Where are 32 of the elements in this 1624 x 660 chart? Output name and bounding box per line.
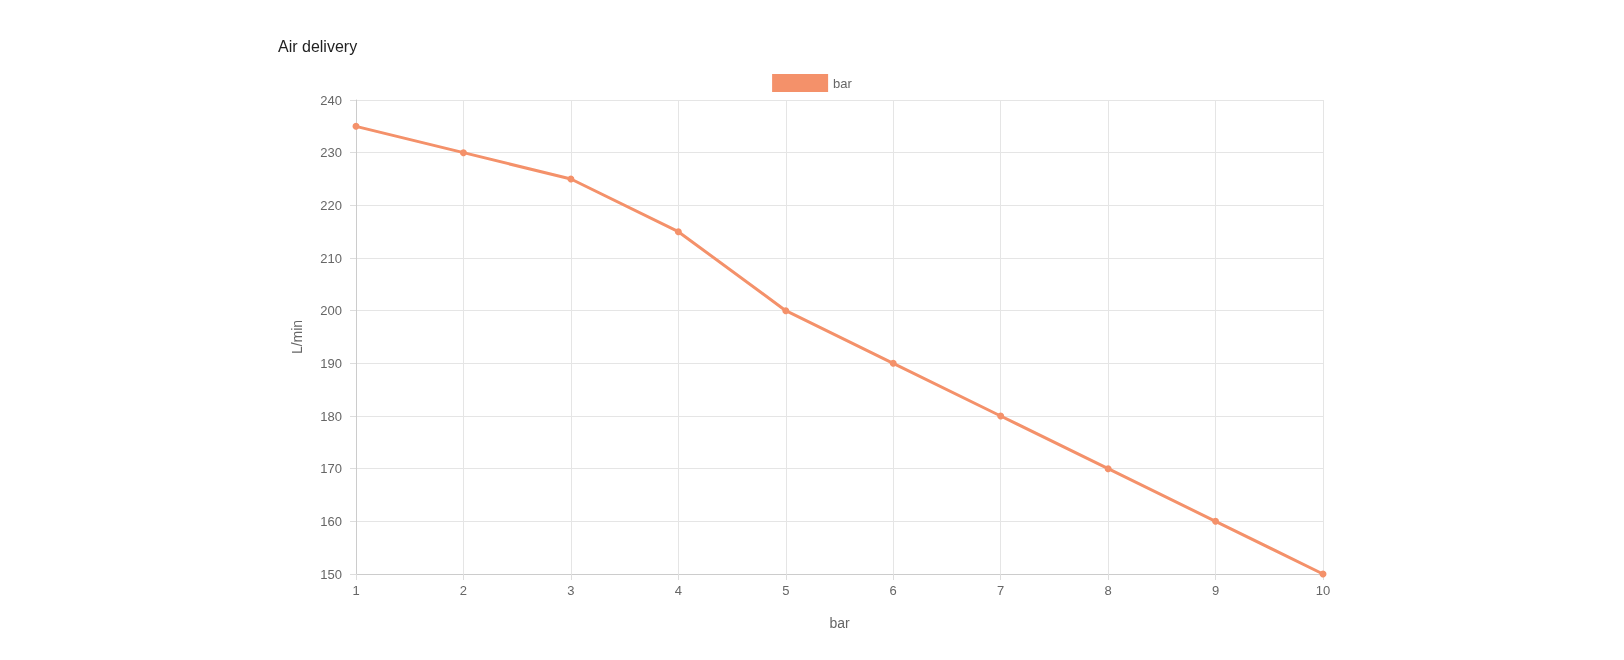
y-tick-label: 200 [320, 303, 342, 319]
point [459, 149, 467, 157]
point [782, 307, 790, 315]
chart-title: Air delivery [278, 37, 358, 55]
point [1104, 465, 1112, 473]
point [889, 359, 897, 367]
y-tick-label: 240 [320, 92, 342, 108]
point [674, 228, 682, 236]
y-axis-title: L/min [289, 319, 305, 355]
x-tick-label: 7 [997, 583, 1005, 598]
x-tick-label: 5 [782, 583, 790, 598]
x-tick-label: 2 [459, 583, 468, 598]
y-tick-label: 220 [320, 197, 342, 213]
x-tick-label: 3 [567, 583, 575, 598]
y-tick-label: 180 [320, 408, 342, 424]
point [1212, 517, 1220, 525]
y-tick-label: 160 [320, 513, 342, 529]
x-tick-label: 4 [674, 583, 682, 598]
y-tick-label: 150 [320, 566, 342, 582]
y-tick-label: 210 [320, 250, 342, 266]
point [997, 412, 1005, 420]
y-tick-label: 190 [320, 355, 342, 371]
x-tick-label: 9 [1211, 583, 1220, 598]
x-tick-label: 6 [889, 583, 897, 598]
x-tick-label: 10 [1315, 583, 1331, 598]
x-tick-label: 8 [1104, 583, 1112, 598]
x-axis-title: bar [829, 615, 850, 631]
point [352, 122, 360, 130]
y-tick-label: 230 [320, 145, 342, 161]
x-tick-label: 1 [352, 583, 360, 598]
legend-label: bar [833, 75, 853, 91]
y-tick-label: 170 [320, 461, 342, 477]
